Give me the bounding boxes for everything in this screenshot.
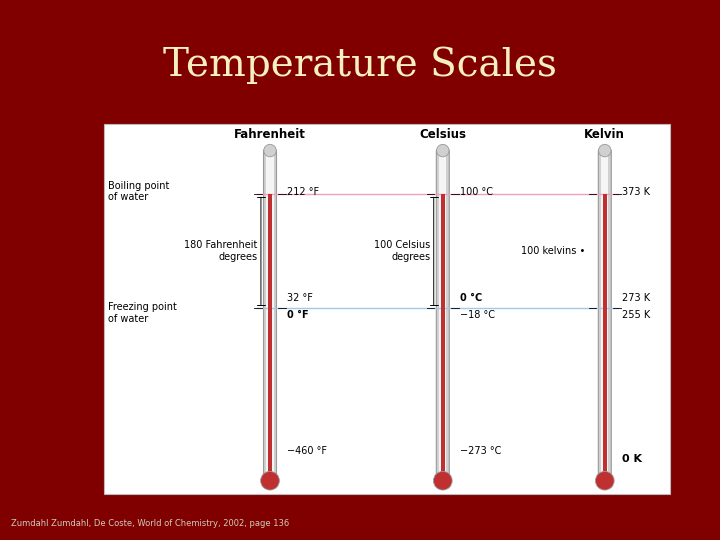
Circle shape [595, 471, 614, 490]
Bar [439, 151, 446, 477]
Text: Celsius: Celsius [419, 129, 467, 141]
FancyBboxPatch shape [264, 149, 276, 485]
Bar [104, 124, 670, 494]
Text: 100 kelvins •: 100 kelvins • [521, 246, 585, 256]
FancyBboxPatch shape [436, 149, 449, 485]
Text: −18 °C: −18 °C [459, 310, 495, 321]
Bar [266, 151, 274, 477]
Circle shape [433, 471, 452, 490]
Text: 0 K: 0 K [621, 454, 642, 464]
FancyBboxPatch shape [598, 149, 611, 485]
Circle shape [436, 144, 449, 157]
Text: 32 °F: 32 °F [287, 293, 312, 303]
Text: 273 K: 273 K [621, 293, 649, 303]
Text: Zumdahl Zumdahl, De Coste, World of Chemistry, 2002, page 136: Zumdahl Zumdahl, De Coste, World of Chem… [11, 519, 289, 528]
Text: 180 Fahrenheit
degrees: 180 Fahrenheit degrees [184, 240, 257, 262]
Text: Temperature Scales: Temperature Scales [163, 46, 557, 84]
Circle shape [264, 144, 276, 157]
Bar [603, 194, 607, 476]
Text: Fahrenheit: Fahrenheit [234, 129, 306, 141]
Bar [601, 151, 608, 477]
Text: 212 °F: 212 °F [287, 187, 319, 197]
Text: 100 °C: 100 °C [459, 187, 492, 197]
Text: Boiling point
of water: Boiling point of water [108, 181, 169, 202]
Bar [441, 194, 445, 476]
Text: 0 °C: 0 °C [459, 293, 482, 303]
Circle shape [598, 144, 611, 157]
Text: 255 K: 255 K [621, 310, 650, 321]
Text: 100 Celsius
degrees: 100 Celsius degrees [374, 240, 430, 262]
Text: Freezing point
of water: Freezing point of water [108, 302, 177, 324]
Text: −460 °F: −460 °F [287, 446, 327, 456]
Bar [268, 194, 272, 476]
Text: 373 K: 373 K [621, 187, 649, 197]
Circle shape [261, 471, 279, 490]
Text: 0 °F: 0 °F [287, 310, 308, 321]
Text: Kelvin: Kelvin [585, 129, 625, 141]
Text: −273 °C: −273 °C [459, 446, 501, 456]
